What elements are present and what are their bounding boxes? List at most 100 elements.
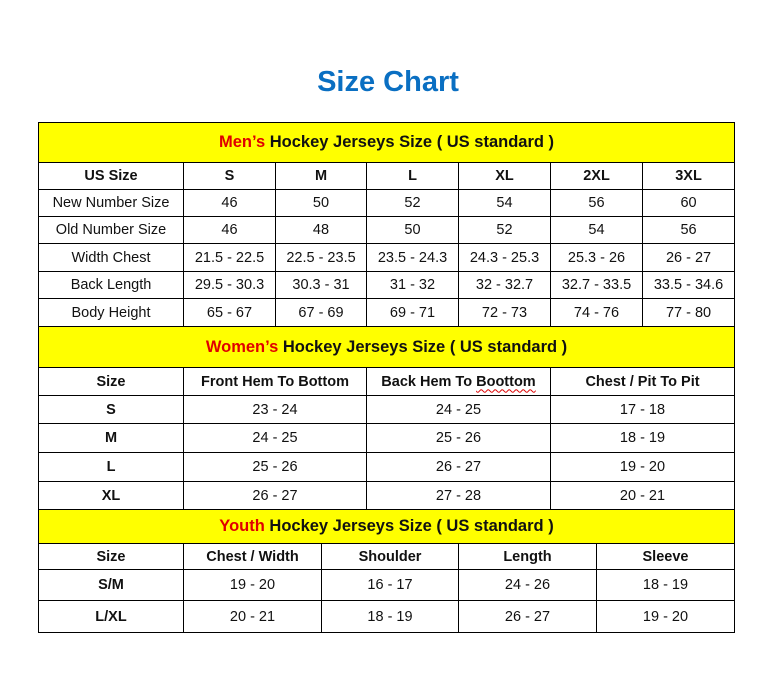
table-cell: 56	[550, 189, 643, 217]
table-row: Back Length 29.5 - 30.3 30.3 - 31 31 - 32 32…	[38, 271, 736, 299]
table-cell: 23.5 - 24.3	[366, 243, 459, 272]
table-cell: 65 - 67	[183, 298, 276, 327]
table-row: Width Chest 21.5 - 22.5 22.5 - 23.5 23.5 - …	[38, 243, 736, 272]
mens-section-heading: Men’s Hockey Jerseys Size ( US standard …	[37, 122, 736, 163]
table-cell: 24 - 25	[366, 395, 551, 424]
column-header: Sleeve	[595, 543, 736, 570]
table-cell: 52	[366, 189, 459, 217]
heading-highlight: Men’s	[219, 133, 266, 151]
page-title: Size Chart	[317, 66, 459, 98]
table-cell: 20 - 21	[183, 600, 322, 633]
column-header: M	[275, 162, 367, 190]
table-cell: 31 - 32	[366, 271, 459, 299]
table-row: New Number Size 46 50 52 54 56 60	[38, 189, 736, 217]
table-row: L 25 - 26 26 - 27 19 - 20	[38, 452, 736, 482]
table-cell: 19 - 20	[595, 600, 736, 633]
table-cell: 26 - 27	[458, 600, 597, 633]
column-header: Chest / Pit To Pit	[549, 367, 736, 396]
table-row: Body Height 65 - 67 67 - 69 69 - 71 72 - 73 7…	[38, 298, 736, 327]
table-cell: 16 - 17	[321, 569, 459, 601]
heading-text: Hockey Jerseys Size ( US standard )	[264, 517, 554, 535]
table-cell: 26 - 27	[183, 481, 367, 510]
column-header: L	[366, 162, 459, 190]
table-row: XL 26 - 27 27 - 28 20 - 21	[38, 481, 736, 510]
table-cell: 54	[550, 216, 643, 244]
table-cell: 26 - 27	[641, 243, 736, 272]
column-header-row: Size Chest / Width Shoulder Length Sleeve	[38, 543, 736, 570]
table-cell: 46	[183, 216, 276, 244]
womens-size-table: Women’s Hockey Jerseys Size ( US standar…	[37, 326, 736, 510]
table-cell: 32 - 32.7	[458, 271, 551, 299]
table-cell: 25 - 26	[366, 423, 551, 453]
youth-size-table: Youth Hockey Jerseys Size ( US standard …	[37, 509, 736, 633]
table-cell: 18 - 19	[549, 423, 736, 453]
table-cell: 56	[641, 216, 736, 244]
table-cell: Old Number Size	[38, 216, 184, 244]
table-cell: Back Length	[38, 271, 184, 299]
table-cell: 29.5 - 30.3	[183, 271, 276, 299]
table-cell: L	[38, 452, 184, 482]
heading-highlight: Women’s	[205, 337, 279, 356]
table-cell: 22.5 - 23.5	[275, 243, 367, 272]
table-cell: 18 - 19	[321, 600, 459, 633]
table-cell: 77 - 80	[641, 298, 736, 327]
table-cell: 25 - 26	[183, 452, 367, 482]
table-cell: 24 - 25	[183, 423, 367, 453]
column-header: Size	[38, 367, 184, 396]
table-cell: 69 - 71	[366, 298, 459, 327]
table-cell: 26 - 27	[366, 452, 551, 482]
table-cell: 19 - 20	[183, 569, 322, 601]
table-cell: 30.3 - 31	[275, 271, 367, 299]
column-header: 3XL	[641, 162, 736, 190]
table-row: M 24 - 25 25 - 26 18 - 19	[38, 423, 736, 453]
column-header: Front Hem To Bottom	[183, 367, 367, 396]
table-cell: M	[38, 423, 184, 453]
table-cell: 24.3 - 25.3	[458, 243, 551, 272]
table-cell: 74 - 76	[550, 298, 643, 327]
table-row: S/M 19 - 20 16 - 17 24 - 26 18 - 19	[38, 569, 736, 601]
table-cell: S/M	[38, 569, 184, 601]
table-cell: 32.7 - 33.5	[550, 271, 643, 299]
column-header: Back Hem To Boottom	[366, 367, 551, 396]
heading-highlight: Youth	[219, 517, 265, 535]
table-cell: New Number Size	[38, 189, 184, 217]
table-row: L/XL 20 - 21 18 - 19 26 - 27 19 - 20	[38, 600, 736, 633]
table-cell: S	[38, 395, 184, 424]
heading-text: Hockey Jerseys Size ( US standard )	[265, 133, 555, 151]
table-row: S 23 - 24 24 - 25 17 - 18	[38, 395, 736, 424]
column-header: XL	[458, 162, 551, 190]
table-cell: XL	[38, 481, 184, 510]
mens-size-table: Men’s Hockey Jerseys Size ( US standard …	[37, 122, 736, 327]
column-header-row: Size Front Hem To Bottom Back Hem To Boott…	[38, 367, 736, 396]
table-cell: 23 - 24	[183, 395, 367, 424]
table-cell: Body Height	[38, 298, 184, 327]
table-cell: 27 - 28	[366, 481, 551, 510]
table-cell: 60	[641, 189, 736, 217]
table-cell: 21.5 - 22.5	[183, 243, 276, 272]
table-cell: 20 - 21	[549, 481, 736, 510]
youth-section-heading: Youth Hockey Jerseys Size ( US standard …	[37, 509, 736, 544]
column-header: Shoulder	[321, 543, 459, 570]
table-cell: 25.3 - 26	[550, 243, 643, 272]
column-header: Chest / Width	[183, 543, 322, 570]
table-cell: 72 - 73	[458, 298, 551, 327]
table-cell: 54	[458, 189, 551, 217]
column-header: 2XL	[550, 162, 643, 190]
column-header: US Size	[38, 162, 184, 190]
column-header-row: US Size S M L XL 2XL 3XL	[38, 162, 736, 190]
table-cell: 50	[366, 216, 459, 244]
table-cell: 46	[183, 189, 276, 217]
table-cell: 48	[275, 216, 367, 244]
womens-section-heading: Women’s Hockey Jerseys Size ( US standar…	[37, 326, 736, 368]
column-header: Length	[458, 543, 597, 570]
table-row: Old Number Size 46 48 50 52 54 56	[38, 216, 736, 244]
table-cell: 67 - 69	[275, 298, 367, 327]
table-cell: 19 - 20	[549, 452, 736, 482]
table-cell: 18 - 19	[595, 569, 736, 601]
table-cell: 24 - 26	[458, 569, 597, 601]
table-cell: Width Chest	[38, 243, 184, 272]
table-cell: 50	[275, 189, 367, 217]
column-header: Size	[38, 543, 184, 570]
column-header: S	[183, 162, 276, 190]
heading-text: Hockey Jerseys Size ( US standard )	[278, 337, 568, 356]
